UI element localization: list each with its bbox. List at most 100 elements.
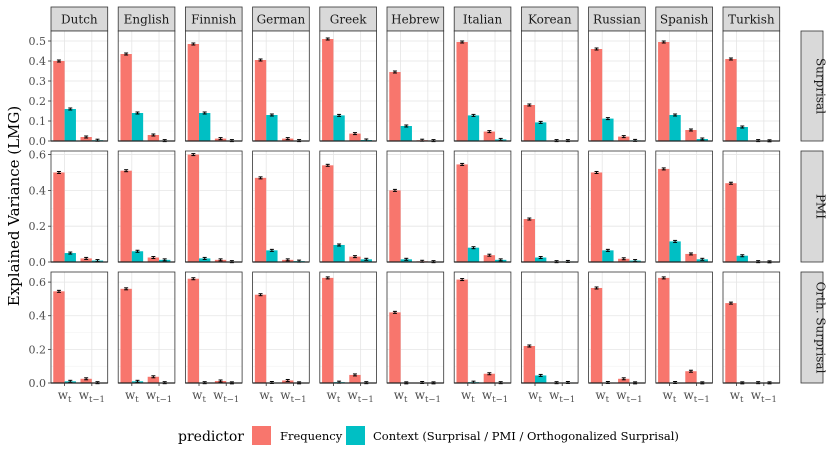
strip-label-russian: Russian [593, 13, 641, 27]
panel-border [588, 30, 646, 142]
bar-frequency-english-surprisal-wt1 [147, 135, 160, 141]
x-tick-base: w [259, 388, 270, 402]
panel-surprisal-spanish [655, 30, 713, 142]
panel-orth-surprisal-german [252, 271, 310, 385]
bar-frequency-italian-surprisal-wt1 [483, 131, 496, 141]
bar-frequency-russian-orth-surprisal-wt [590, 287, 603, 383]
bar-frequency-dutch-orth-surprisal-wt1 [80, 378, 92, 383]
row-strip-label-surprisal: Surprisal [814, 58, 828, 114]
panel-surprisal-finnish [184, 30, 243, 143]
strip-label-spanish: Spanish [660, 13, 709, 27]
legend-key-frequency [252, 426, 271, 445]
y-tick-label-orth-surprisal-3: 0.6 [29, 276, 47, 289]
bar-frequency-dutch-pmi-wt1 [80, 258, 92, 262]
x-tick-base: w [79, 388, 90, 402]
x-tick-base: w [146, 388, 157, 402]
y-tick-label-surprisal-0: 0.0 [29, 135, 47, 148]
panel-border [588, 271, 646, 384]
panel-surprisal-german [252, 30, 310, 143]
panel-orth-surprisal-greek [319, 271, 377, 385]
bar-frequency-dutch-surprisal-wt1 [80, 137, 92, 141]
x-tick-label-greek-0: wt [327, 388, 341, 405]
strip-hebrew [386, 6, 445, 32]
x-tick-label-english-1: wt−1 [146, 388, 172, 405]
x-tick-label-finnish-1: wt−1 [213, 388, 239, 405]
x-tick-subscript: t [471, 395, 475, 405]
bar-context-german-pmi-wt [266, 250, 278, 262]
panel-border [722, 271, 781, 384]
panel-border [655, 271, 713, 384]
bar-context-italian-pmi-wt [467, 247, 480, 262]
bar-frequency-turkish-pmi-wt [725, 183, 737, 262]
y-tick-label-surprisal-5: 0.5 [29, 35, 47, 48]
x-tick-base: w [125, 388, 136, 402]
panel-orth-surprisal-finnish [184, 271, 243, 385]
x-tick-label-finnish-0: wt [192, 388, 206, 405]
panel-border [722, 150, 781, 263]
panel-pmi-hebrew [386, 150, 445, 264]
x-tick-subscript: t [673, 395, 677, 405]
x-tick-subscript: t [135, 395, 139, 405]
x-tick-label-dutch-1: wt−1 [79, 388, 105, 405]
y-tick-label-orth-surprisal-2: 0.4 [29, 310, 47, 323]
panel-surprisal-dutch [50, 30, 109, 142]
bar-frequency-english-pmi-wt [120, 170, 132, 262]
strip-english [117, 6, 176, 32]
bar-frequency-hebrew-pmi-wt [389, 190, 401, 262]
bar-frequency-russian-orth-surprisal-wt1 [618, 378, 630, 383]
y-tick-label-orth-surprisal-1: 0.2 [29, 343, 47, 356]
strip-turkish [722, 6, 781, 32]
panel-border [453, 271, 512, 384]
bar-frequency-english-orth-surprisal-wt [120, 288, 132, 383]
x-tick-base: w [394, 388, 405, 402]
y-tick-label-pmi-2: 0.4 [29, 184, 47, 197]
x-tick-label-italian-0: wt [461, 388, 475, 405]
panel-surprisal-korean [521, 30, 579, 143]
strip-label-greek: Greek [330, 13, 368, 27]
panel-border [386, 30, 445, 142]
x-tick-subscript: t [606, 395, 610, 405]
x-tick-base: w [549, 388, 560, 402]
strip-label-korean: Korean [528, 13, 572, 27]
y-axis-title: Explained Variance (LMG) [5, 106, 23, 306]
y-tick-label-pmi-0: 0.0 [29, 256, 47, 269]
bar-frequency-turkish-surprisal-wt [725, 59, 737, 141]
panel-border [521, 150, 579, 263]
bar-context-german-surprisal-wt [266, 115, 278, 141]
row-strip-orth-surprisal [800, 271, 824, 384]
x-tick-base: w [616, 388, 627, 402]
bar-frequency-finnish-surprisal-wt [187, 44, 200, 141]
row-strip-label-orth-surprisal: Orth. Surprisal [814, 282, 828, 374]
bar-context-korean-orth-surprisal-wt [535, 375, 547, 383]
panel-border [184, 271, 243, 384]
x-tick-subscript: t−1 [492, 395, 508, 405]
bar-frequency-dutch-surprisal-wt [53, 61, 65, 141]
x-tick-subscript: t [68, 395, 72, 405]
y-tick-label-orth-surprisal-0: 0.0 [29, 377, 47, 390]
x-tick-label-korean-0: wt [528, 388, 542, 405]
bar-frequency-finnish-pmi-wt [187, 154, 200, 262]
panel-surprisal-italian [453, 30, 512, 142]
strip-korean [521, 6, 579, 32]
x-tick-label-italian-1: wt−1 [482, 388, 508, 405]
panel-pmi-greek [319, 150, 377, 263]
strip-label-german: German [257, 13, 306, 27]
row-strip-pmi [800, 150, 824, 263]
x-tick-label-spanish-0: wt [663, 388, 677, 405]
panel-surprisal-hebrew [386, 30, 445, 143]
panel-surprisal-russian [588, 30, 646, 142]
panel-border [252, 150, 310, 263]
panel-border [386, 150, 445, 263]
panel-border [252, 271, 310, 384]
y-tick-label-surprisal-4: 0.4 [29, 55, 47, 68]
bar-frequency-finnish-orth-surprisal-wt [187, 278, 200, 383]
x-tick-subscript: t−1 [156, 395, 172, 405]
bar-frequency-german-pmi-wt [254, 177, 267, 262]
bar-context-spanish-pmi-wt [669, 241, 681, 262]
panel-border [184, 150, 243, 263]
x-tick-base: w [663, 388, 674, 402]
panel-pmi-finnish [184, 150, 243, 264]
panel-surprisal-english [117, 30, 176, 143]
x-tick-base: w [595, 388, 606, 402]
x-tick-base: w [730, 388, 741, 402]
